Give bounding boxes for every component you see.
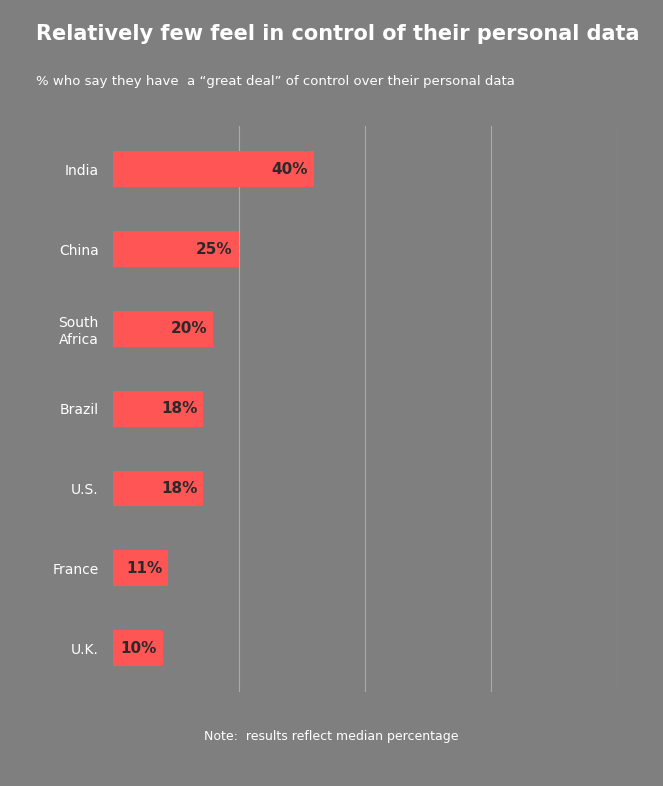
Bar: [113, 311, 213, 347]
Text: 18%: 18%: [161, 481, 198, 496]
Text: 18%: 18%: [161, 401, 198, 417]
Text: 25%: 25%: [196, 241, 233, 257]
Bar: [113, 152, 314, 187]
Text: 40%: 40%: [272, 162, 308, 177]
Bar: [113, 231, 239, 267]
Bar: [113, 630, 163, 666]
Text: 20%: 20%: [171, 321, 208, 336]
Text: Relatively few feel in control of their personal data: Relatively few feel in control of their …: [36, 24, 640, 43]
Bar: [113, 471, 204, 506]
Text: % who say they have  a “great deal” of control over their personal data: % who say they have a “great deal” of co…: [36, 75, 515, 88]
Bar: [113, 550, 168, 586]
Bar: [113, 391, 204, 427]
Text: 10%: 10%: [121, 641, 157, 656]
Text: Note:  results reflect median percentage: Note: results reflect median percentage: [204, 729, 459, 743]
Text: 11%: 11%: [126, 560, 162, 576]
